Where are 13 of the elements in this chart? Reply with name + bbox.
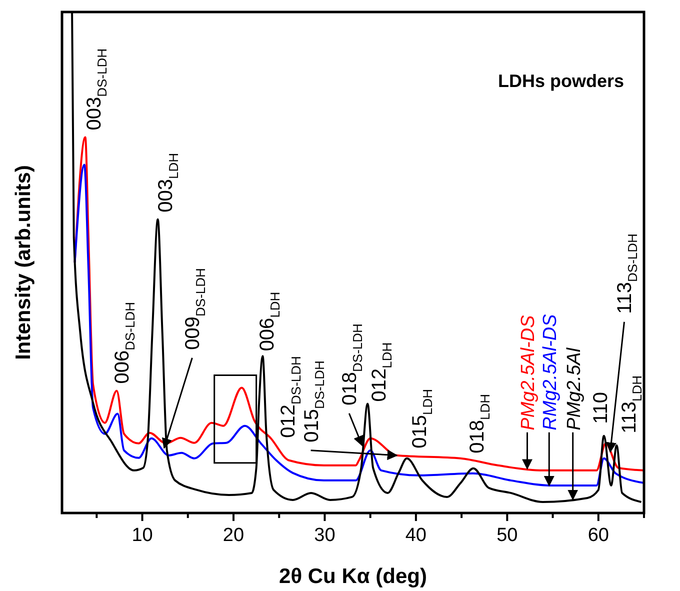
x-tick-label: 50 [496, 525, 518, 546]
text: PMg2.5Al-DS [518, 314, 540, 430]
x-tick-label: 10 [132, 525, 153, 546]
text: RMg2.5Al-DS [540, 314, 562, 430]
x-tick-label: 20 [222, 525, 244, 546]
x-tick-label: 30 [314, 525, 336, 546]
text: PMg2.5Al [564, 347, 585, 430]
annotation: LDHs powders [498, 71, 624, 91]
x-axis-title: 2θ Cu Kα (deg) [279, 565, 427, 588]
y-axis-title: Intensity (arb.units) [12, 165, 35, 360]
x-tick-label: 60 [588, 525, 609, 546]
x-tick-label: 40 [405, 525, 427, 546]
annotation: 110 [590, 392, 612, 424]
